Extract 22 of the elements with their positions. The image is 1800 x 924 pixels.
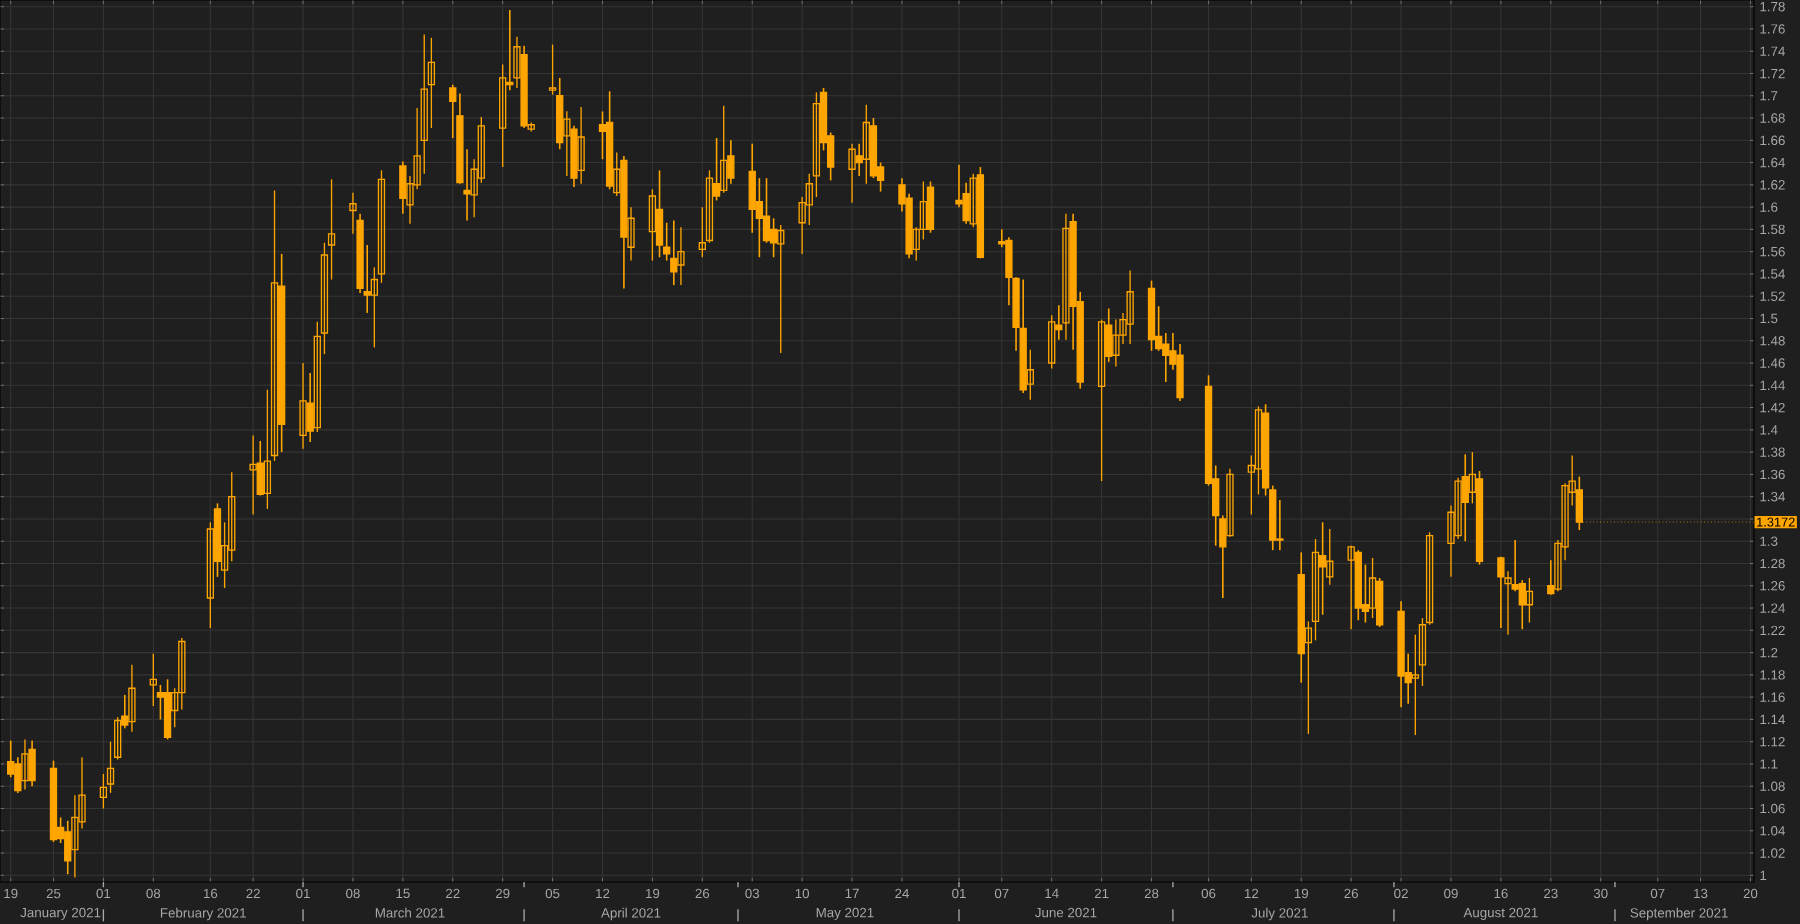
candlestick	[577, 106, 585, 185]
candlestick	[128, 664, 136, 733]
candlestick	[28, 739, 36, 788]
candlestick	[1461, 453, 1469, 543]
candlestick	[1112, 318, 1120, 368]
candlestick	[249, 434, 257, 516]
candlestick	[1368, 557, 1377, 619]
candlestick	[862, 104, 870, 185]
candlestick	[299, 362, 307, 450]
candlestick	[848, 142, 856, 204]
candlestick	[926, 180, 935, 234]
candlestick	[655, 169, 664, 259]
candlestick	[677, 226, 685, 286]
candlestick	[1347, 545, 1355, 630]
candlestick	[670, 219, 678, 286]
candlestick	[21, 738, 29, 791]
candlestick	[163, 678, 172, 741]
candlestick	[1126, 269, 1134, 345]
candlestick	[777, 224, 785, 354]
candlestick	[1525, 577, 1534, 624]
candlestick	[720, 105, 728, 194]
candlestick	[1497, 556, 1505, 629]
